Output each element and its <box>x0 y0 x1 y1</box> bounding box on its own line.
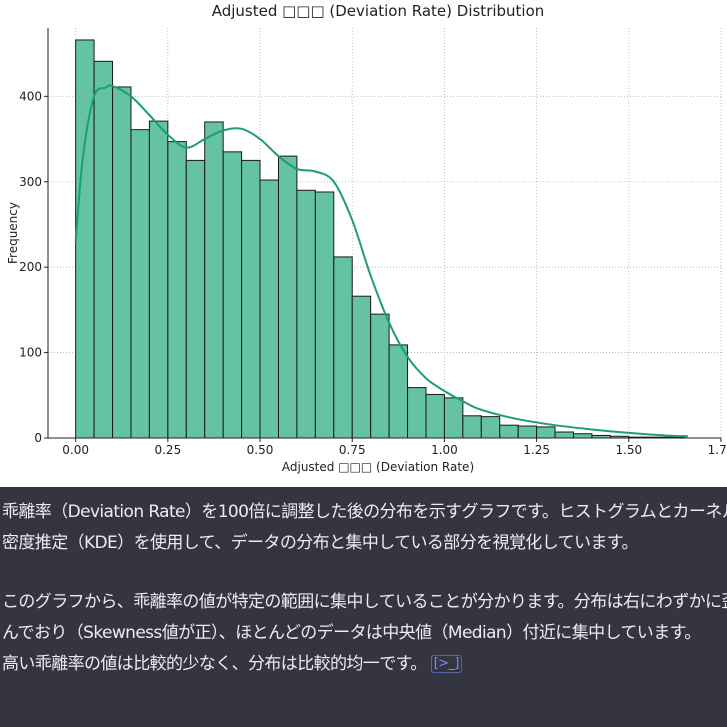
histogram-bar <box>204 121 224 439</box>
message-paragraph-1-line-1: 乖離率（Deviation Rate）を100倍に調整した後の分布を示すグラフで… <box>2 502 727 522</box>
x-tick-label: 1.00 <box>431 443 458 457</box>
histogram-bar <box>425 393 445 439</box>
y-tick-label: 200 <box>19 260 42 274</box>
histogram-bars <box>75 39 685 439</box>
histogram-bar <box>222 151 243 439</box>
chart-title: Adjusted □□□ (Deviation Rate) Distributi… <box>212 2 545 20</box>
x-tick-label: 1.50 <box>615 443 642 457</box>
x-tick-label: 0.50 <box>247 443 274 457</box>
message-paragraph-2-line-3-text: 高い乖離率の値は比較的少なく、分布は比較的均一です。 <box>2 654 427 674</box>
x-tick-label: 0.00 <box>62 443 89 457</box>
y-tick-label: 300 <box>19 175 42 189</box>
histogram-bar <box>572 433 593 439</box>
histogram-bar <box>333 256 353 439</box>
histogram-bar <box>443 397 464 439</box>
assistant-message: 乖離率（Deviation Rate）を100倍に調整した後の分布を示すグラフで… <box>0 487 727 680</box>
x-tick-label: 0.75 <box>339 443 366 457</box>
histogram-bar <box>148 120 169 439</box>
y-axis-title: Frequency <box>6 202 20 264</box>
histogram-bar <box>296 189 316 439</box>
tick-labels: 0.00 0.25 0.50 0.75 1.00 1.25 1.50 1.75 0 100 200 3… <box>19 89 727 457</box>
x-tick-label: 0.25 <box>154 443 181 457</box>
x-axis-title: Adjusted □□□ (Deviation Rate) <box>282 460 474 474</box>
histogram-bar <box>554 431 574 439</box>
histogram-chart: 0.00 0.25 0.50 0.75 1.00 1.25 1.50 1.75 0 100 200 3… <box>6 2 727 474</box>
message-paragraph-2-line-1: このグラフから、乖離率の値が特定の範囲に集中していることが分かります。分布は右に… <box>2 592 727 612</box>
y-tick-label: 400 <box>19 89 42 103</box>
histogram-bar <box>499 424 519 439</box>
histogram-bar <box>462 415 482 439</box>
histogram-bar <box>75 39 95 439</box>
histogram-bar <box>259 179 279 439</box>
message-paragraph-2-line-3: 高い乖離率の値は比較的少なく、分布は比較的均一です。 [>_] <box>0 649 727 680</box>
histogram-bar <box>93 60 114 439</box>
histogram-bar <box>388 344 409 439</box>
histogram-bar <box>407 387 427 439</box>
histogram-bar <box>112 86 132 439</box>
histogram-bar <box>167 141 187 439</box>
kde-curve <box>74 84 688 438</box>
histogram-bar <box>480 416 501 439</box>
histogram-bar <box>351 295 372 439</box>
y-tick-label: 0 <box>34 431 42 445</box>
histogram-bar <box>536 426 556 439</box>
histogram-bar <box>277 155 298 439</box>
histogram-bar <box>241 159 261 439</box>
histogram-bar <box>185 159 206 439</box>
histogram-bar <box>517 425 538 439</box>
x-tick-label: 1.75 <box>708 443 727 457</box>
message-paragraph-2-line-2: んでおり（Skewness値が正）、ほとんどのデータは中央値（Median）付近… <box>2 623 701 643</box>
histogram-bar <box>370 313 390 439</box>
chart-panel: 0.00 0.25 0.50 0.75 1.00 1.25 1.50 1.75 0 100 200 3… <box>0 0 727 487</box>
y-tick-label: 100 <box>19 346 42 360</box>
message-paragraph-1-line-2: 密度推定（KDE）を使用して、データの分布と集中している部分を視覚化しています。 <box>2 533 639 553</box>
code-source-icon[interactable]: [>_] <box>430 655 462 673</box>
histogram-bar <box>130 129 150 439</box>
x-tick-label: 1.25 <box>523 443 550 457</box>
histogram-bar <box>314 191 335 439</box>
